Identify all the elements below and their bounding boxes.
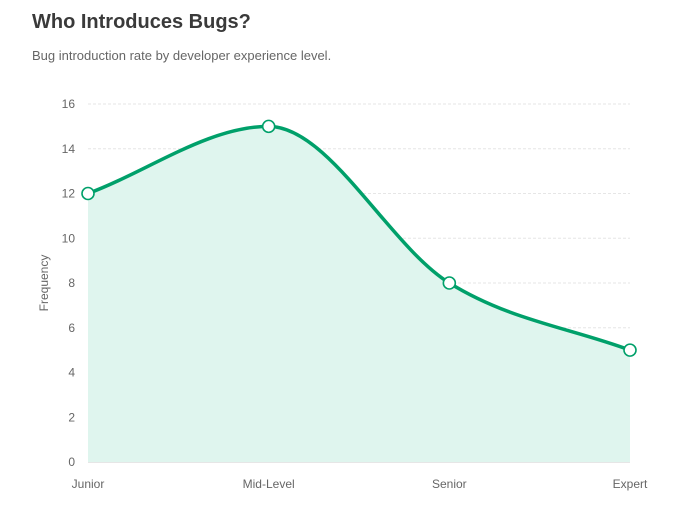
area-fill-layer (88, 126, 630, 462)
x-tick-label: Expert (613, 477, 648, 491)
data-point[interactable] (261, 119, 276, 134)
y-axis-ticks: 0 2 4 6 8 10 12 14 16 (62, 97, 76, 469)
x-axis-ticks: Junior Mid-Level Senior Expert (72, 477, 648, 491)
chart-title: Who Introduces Bugs? (32, 11, 251, 33)
y-tick-label: 0 (68, 455, 75, 469)
x-tick-label: Mid-Level (243, 477, 295, 491)
chart-subtitle: Bug introduction rate by developer exper… (32, 48, 332, 63)
y-tick-label: 10 (62, 231, 76, 245)
series-line (86, 124, 632, 352)
y-axis-title: Frequency (37, 255, 51, 312)
y-tick-label: 12 (62, 187, 76, 201)
data-point[interactable] (442, 276, 457, 290)
series-line-layer (86, 124, 632, 352)
y-tick-label: 4 (68, 366, 75, 380)
y-tick-label: 8 (68, 276, 75, 290)
y-tick-label: 2 (68, 410, 75, 424)
series-area-fill (88, 126, 630, 462)
y-tick-label: 6 (68, 321, 75, 335)
y-tick-label: 14 (62, 142, 76, 156)
data-point[interactable] (81, 186, 95, 201)
x-tick-label: Senior (432, 477, 467, 491)
y-tick-label: 16 (62, 97, 76, 111)
data-point[interactable] (623, 343, 637, 357)
x-tick-label: Junior (72, 477, 105, 491)
data-points (81, 119, 637, 357)
